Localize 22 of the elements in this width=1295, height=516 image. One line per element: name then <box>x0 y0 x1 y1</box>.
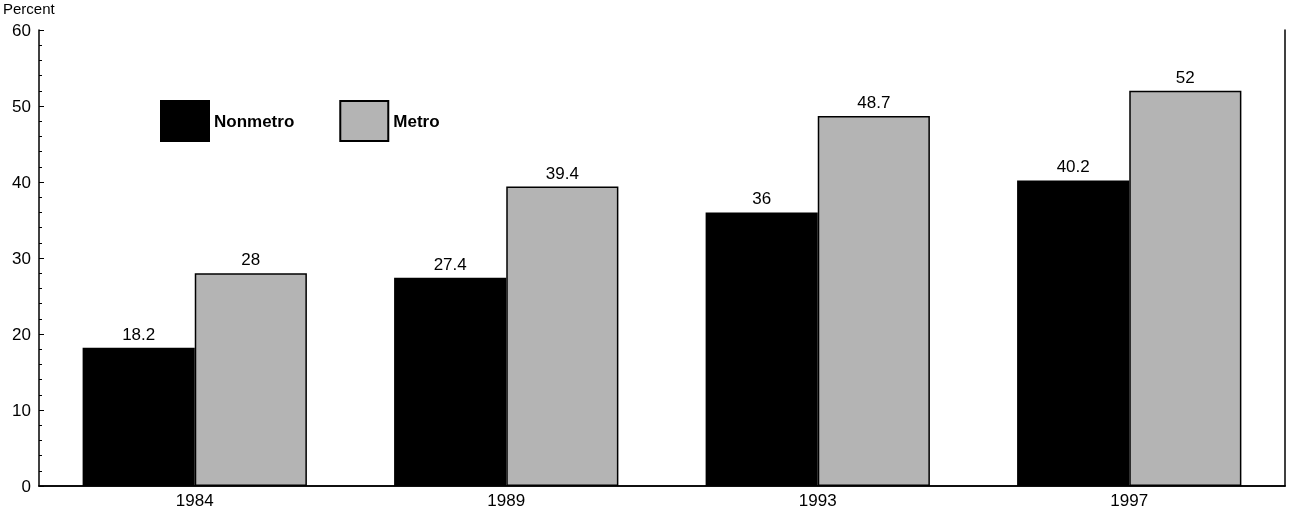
x-tick-label: 1997 <box>1110 491 1149 510</box>
y-tick-label: 0 <box>21 476 31 496</box>
x-tick-label: 1989 <box>487 491 526 510</box>
y-tick-label: 10 <box>12 400 31 420</box>
data-label: 28 <box>241 250 261 270</box>
x-tick-label: 1984 <box>175 491 214 510</box>
legend-label: Metro <box>393 111 440 131</box>
data-label: 39.4 <box>545 163 579 183</box>
y-tick-label: 30 <box>12 248 31 268</box>
data-label: 52 <box>1175 67 1195 87</box>
data-label: 40.2 <box>1056 157 1090 177</box>
data-label: 36 <box>752 189 772 209</box>
y-tick-label: 60 <box>12 20 31 40</box>
y-tick-label: 50 <box>12 96 31 116</box>
y-axis-title: Percent <box>3 0 56 17</box>
y-tick-label: 40 <box>12 172 31 192</box>
legend-label: Nonmetro <box>214 111 295 131</box>
x-tick-label: 1993 <box>798 491 837 510</box>
data-label: 27.4 <box>433 254 467 274</box>
data-label: 18.2 <box>122 324 156 344</box>
data-label: 48.7 <box>857 92 891 112</box>
y-tick-label: 20 <box>12 324 31 344</box>
